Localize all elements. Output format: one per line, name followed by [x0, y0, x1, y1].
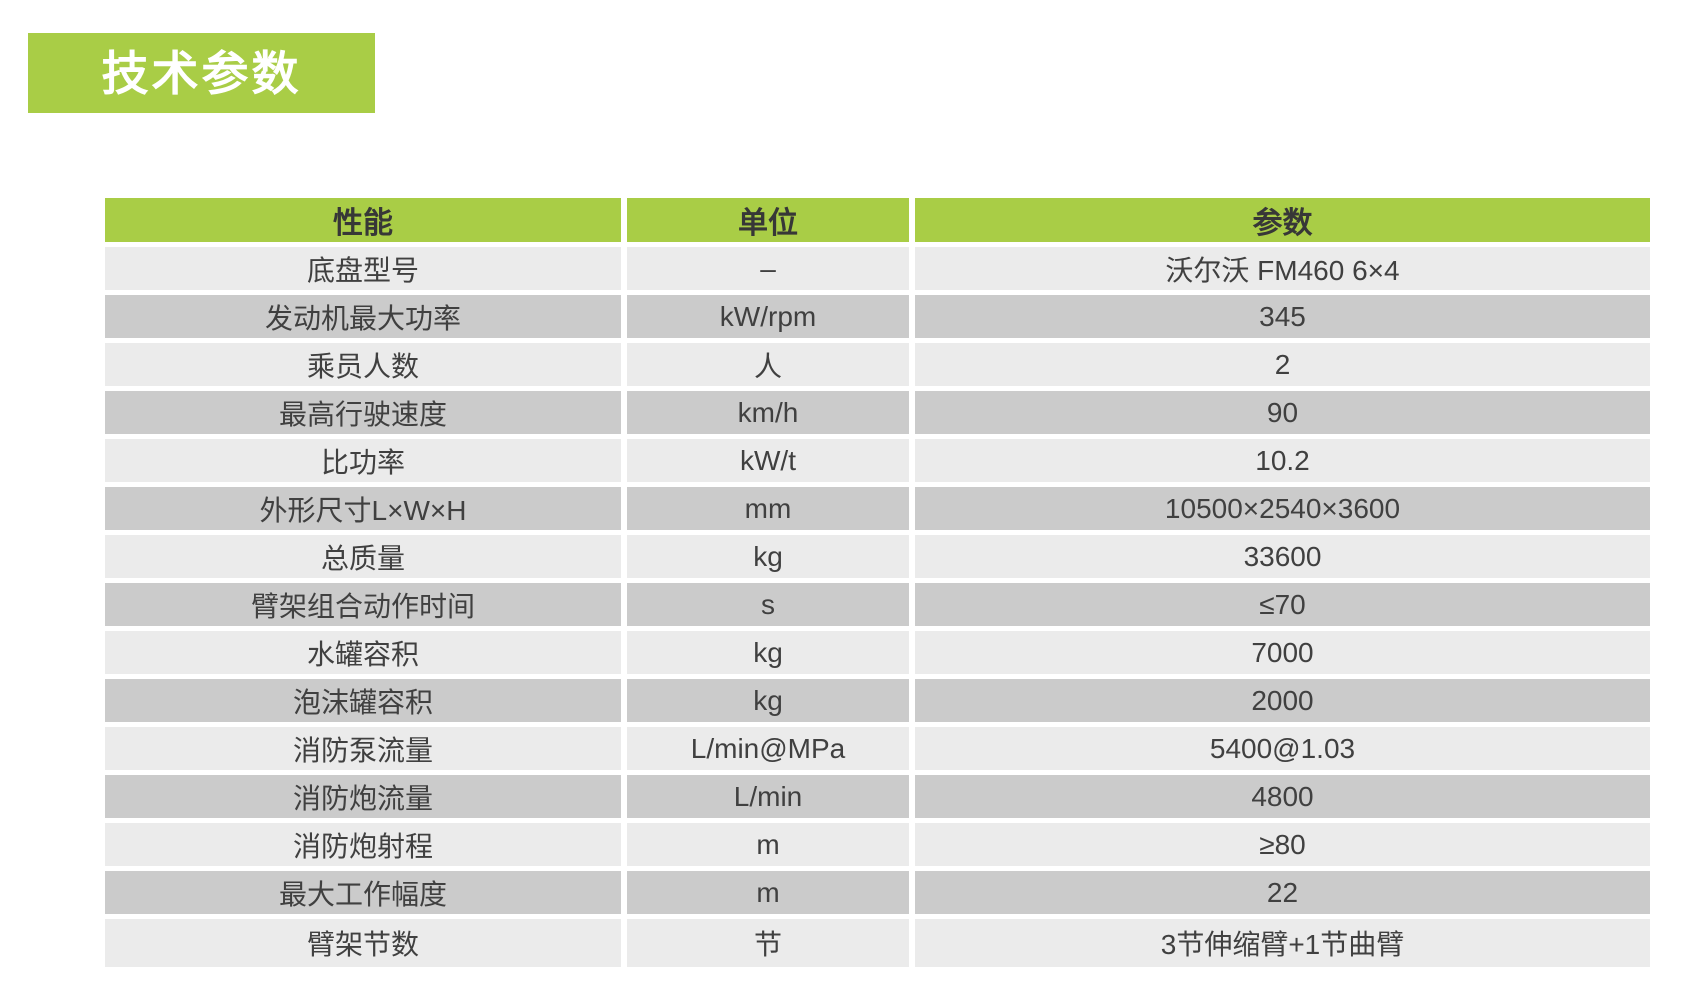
spec-unit-cell: L/min@MPa [627, 727, 915, 775]
spec-unit-cell: m [627, 871, 915, 919]
spec-unit-cell: mm [627, 487, 915, 535]
spec-value-cell: 2 [915, 343, 1650, 391]
spec-value-cell: 22 [915, 871, 1650, 919]
spec-name-cell: 乘员人数 [105, 343, 627, 391]
table-row: 臂架组合动作时间 s ≤70 [105, 583, 1650, 631]
table-row: 臂架节数节 3节伸缩臂+1节曲臂 [105, 919, 1650, 967]
spec-table-container: 性能 单位 参数 底盘型号 – 沃尔沃 FM460 6×4 发动机最大功率 kW/rpm… [105, 198, 1650, 967]
spec-name-cell: 水罐容积 [105, 631, 627, 679]
section-title: 技术参数 [101, 46, 302, 100]
spec-unit-cell: m [627, 823, 915, 871]
section-title-box: 技术参数 [28, 33, 375, 113]
table-row: 比功率 kW/t 10.2 [105, 439, 1650, 487]
spec-unit-cell: L/min [627, 775, 915, 823]
spec-value-cell: 3节伸缩臂+1节曲臂 [915, 919, 1650, 967]
spec-name-cell: 臂架组合动作时间 [105, 583, 627, 631]
table-row: 底盘型号 – 沃尔沃 FM460 6×4 [105, 247, 1650, 295]
table-row: 消防炮流量 L/min 4800 [105, 775, 1650, 823]
spec-name-cell: 消防炮射程 [105, 823, 627, 871]
table-row: 消防炮射程 m ≥80 [105, 823, 1650, 871]
spec-unit-cell: kg [627, 679, 915, 727]
spec-value-cell: 90 [915, 391, 1650, 439]
spec-value-cell: 4800 [915, 775, 1650, 823]
table-row: 最大工作幅度 m 22 [105, 871, 1650, 919]
spec-value-cell: 10500×2540×3600 [915, 487, 1650, 535]
spec-name-cell: 最高行驶速度 [105, 391, 627, 439]
spec-name-cell: 泡沫罐容积 [105, 679, 627, 727]
spec-unit-cell: km/h [627, 391, 915, 439]
spec-unit-cell: s [627, 583, 915, 631]
spec-unit-cell: kW/t [627, 439, 915, 487]
spec-name-cell: 比功率 [105, 439, 627, 487]
table-row: 泡沫罐容积 kg 2000 [105, 679, 1650, 727]
spec-value-cell: 沃尔沃 FM460 6×4 [915, 247, 1650, 295]
spec-table: 性能 单位 参数 底盘型号 – 沃尔沃 FM460 6×4 发动机最大功率 kW/rpm… [105, 198, 1650, 967]
table-row: 外形尺寸L×W×H mm 10500×2540×3600 [105, 487, 1650, 535]
spec-value-cell: 7000 [915, 631, 1650, 679]
spec-unit-cell: kW/rpm [627, 295, 915, 343]
spec-value-cell: 345 [915, 295, 1650, 343]
spec-unit-cell: 节 [627, 919, 915, 967]
spec-name-cell: 消防炮流量 [105, 775, 627, 823]
spec-value-cell: 33600 [915, 535, 1650, 583]
table-row: 消防泵流量 L/min@MPa 5400@1.03 [105, 727, 1650, 775]
table-row: 乘员人数人 2 [105, 343, 1650, 391]
column-header-parameter: 参数 [915, 198, 1650, 247]
spec-unit-cell: 人 [627, 343, 915, 391]
spec-unit-cell: – [627, 247, 915, 295]
spec-value-cell: 2000 [915, 679, 1650, 727]
column-header-performance: 性能 [105, 198, 627, 247]
table-header-row: 性能 单位 参数 [105, 198, 1650, 247]
column-header-unit: 单位 [627, 198, 915, 247]
spec-name-cell: 底盘型号 [105, 247, 627, 295]
spec-value-cell: ≥80 [915, 823, 1650, 871]
spec-name-cell: 发动机最大功率 [105, 295, 627, 343]
spec-name-cell: 臂架节数 [105, 919, 627, 967]
spec-name-cell: 总质量 [105, 535, 627, 583]
spec-name-cell: 消防泵流量 [105, 727, 627, 775]
spec-unit-cell: kg [627, 631, 915, 679]
spec-value-cell: 10.2 [915, 439, 1650, 487]
table-row: 总质量 kg 33600 [105, 535, 1650, 583]
spec-value-cell: 5400@1.03 [915, 727, 1650, 775]
table-row: 发动机最大功率 kW/rpm 345 [105, 295, 1650, 343]
table-row: 水罐容积 kg 7000 [105, 631, 1650, 679]
spec-unit-cell: kg [627, 535, 915, 583]
spec-name-cell: 外形尺寸L×W×H [105, 487, 627, 535]
spec-value-cell: ≤70 [915, 583, 1650, 631]
spec-name-cell: 最大工作幅度 [105, 871, 627, 919]
table-row: 最高行驶速度 km/h 90 [105, 391, 1650, 439]
